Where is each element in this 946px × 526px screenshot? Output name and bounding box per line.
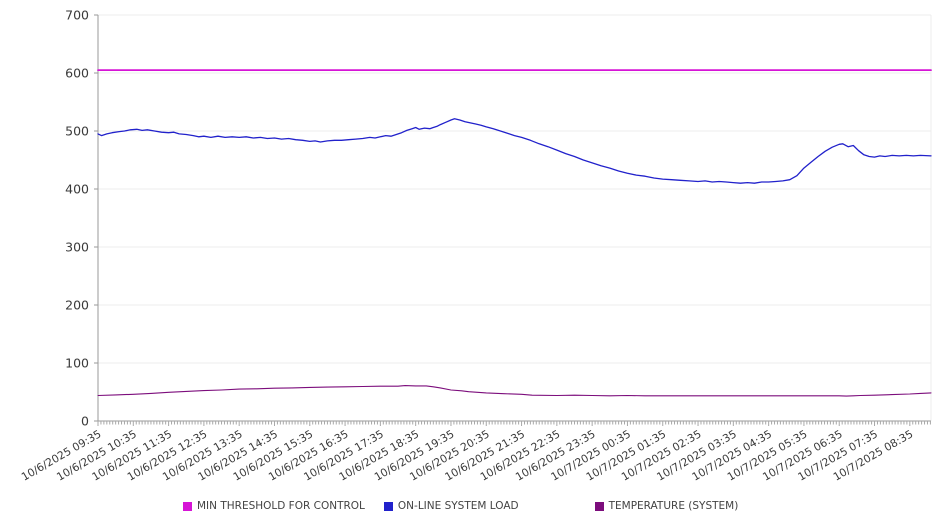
y-axis-label: 400 (65, 182, 89, 197)
legend-swatch-min-threshold (183, 501, 192, 511)
legend-label-system-load: ON-LINE SYSTEM LOAD (397, 500, 519, 512)
y-axis-label: 200 (65, 298, 89, 313)
legend-label-temperature: TEMPERATURE (SYSTEM) (608, 500, 739, 512)
y-axis-label: 100 (65, 356, 89, 371)
legend-item-temperature[interactable]: TEMPERATURE (SYSTEM) (594, 498, 739, 514)
legend-item-system-load[interactable]: ON-LINE SYSTEM LOAD (383, 498, 519, 514)
y-axis-label: 700 (65, 8, 89, 23)
y-axis-label: 500 (65, 124, 89, 139)
series-line-3 (97, 385, 932, 397)
legend-swatch-temperature (594, 501, 604, 511)
legend-item-min-threshold[interactable]: MIN THRESHOLD FOR CONTROL (183, 498, 365, 514)
y-axis-label: 0 (81, 414, 89, 429)
y-axis-label: 300 (65, 240, 89, 255)
legend-label-min-threshold: MIN THRESHOLD FOR CONTROL (197, 500, 365, 512)
legend-swatch-system-load (383, 501, 393, 511)
y-axis-label: 600 (65, 66, 89, 81)
legend: MIN THRESHOLD FOR CONTROL ON-LINE SYSTEM… (183, 498, 738, 514)
series-line-2 (97, 118, 932, 184)
